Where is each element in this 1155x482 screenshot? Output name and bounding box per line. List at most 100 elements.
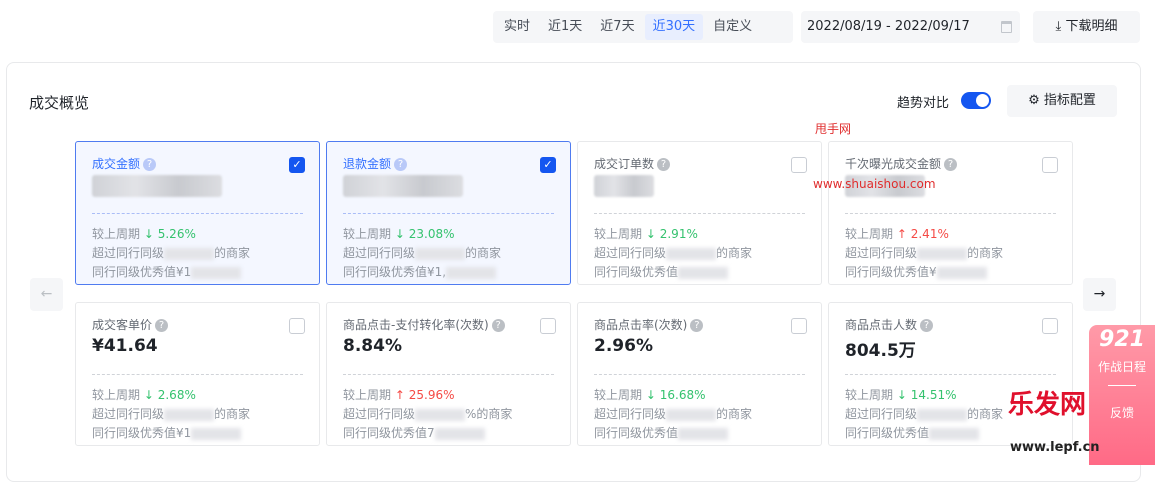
schedule-label: 作战日程 [1097, 360, 1146, 374]
time-range-segmented: 实时 近1天 近7天 近30天 自定义 [493, 11, 793, 43]
blurred-value [678, 266, 729, 279]
change-percent: 14.51% [910, 388, 957, 402]
compare-line: 较上周期 ↓ 23.08% [343, 225, 554, 244]
range-custom[interactable]: 自定义 [713, 19, 753, 34]
metric-name: 商品点击率(次数)? [594, 316, 805, 334]
blurred-value [415, 408, 466, 421]
date-range-value: 2022/08/19 - 2022/09/17 [807, 19, 970, 34]
peer-best-text: 同行同级优秀值¥1 [92, 265, 192, 279]
metric-checkbox[interactable] [289, 318, 305, 334]
arrow-down-icon: ↓ [645, 388, 656, 402]
arrow-left-icon: ← [40, 286, 53, 302]
metric-checkbox[interactable]: ✓ [289, 157, 305, 173]
divider [92, 374, 303, 375]
watermark-url: www.shuaishou.com [813, 177, 936, 191]
schedule-badge: 921 [1099, 327, 1145, 352]
metric-checkbox[interactable] [1042, 157, 1058, 173]
watermark-logo: 乐发网 [1008, 390, 1087, 420]
arrow-up-icon: ↑ [394, 388, 405, 402]
download-button[interactable]: ⤓ 下载明细 [1033, 11, 1140, 43]
metric-checkbox[interactable] [1042, 318, 1058, 334]
blurred-value [191, 266, 242, 279]
help-icon[interactable]: ? [394, 158, 408, 171]
divider [845, 374, 1056, 375]
range-realtime[interactable]: 实时 [504, 19, 531, 34]
trend-compare-toggle[interactable] [961, 92, 991, 109]
next-arrow-button[interactable]: → [1083, 278, 1116, 311]
metric-value [845, 175, 1056, 201]
compare-label: 较上周期 [845, 388, 894, 402]
date-range-picker[interactable]: 2022/08/19 - 2022/09/17 [801, 11, 1020, 43]
metric-value: ¥41.64 [92, 336, 303, 362]
blurred-value [845, 175, 925, 197]
peer-rank-prefix: 超过同行同级 [92, 246, 165, 260]
change-percent: 2.68% [157, 388, 196, 402]
metric-name: 成交订单数? [594, 155, 805, 173]
metric-card[interactable]: 商品点击人数? 804.5万 较上周期 ↓ 14.51% 超过同行同级 的商家 同… [828, 302, 1073, 446]
peer-rank-suffix: %的商家 [465, 407, 513, 421]
metric-card[interactable]: 成交客单价? ¥41.64 较上周期 ↓ 2.68% 超过同行同级 的商家 同行同… [75, 302, 320, 446]
peer-best-text: 同行同级优秀值¥ [845, 265, 937, 279]
metric-checkbox[interactable] [540, 318, 556, 334]
help-icon[interactable]: ? [143, 158, 157, 171]
help-icon[interactable]: ? [690, 319, 704, 332]
peer-rank-suffix: 的商家 [465, 246, 502, 260]
help-icon[interactable]: ? [155, 319, 169, 332]
schedule-widget[interactable]: 921 作战日程 反馈 [1089, 325, 1155, 465]
change-percent: 2.91% [659, 227, 698, 241]
blurred-value [446, 266, 497, 279]
blurred-value [917, 247, 968, 260]
peer-rank-suffix: 的商家 [214, 246, 251, 260]
blurred-value [343, 175, 463, 197]
metric-card[interactable]: 成交金额? ✓ 较上周期 ↓ 5.26% 超过同行同级 的商家 同行同级优秀值¥1 [75, 141, 320, 285]
compare-line: 较上周期 ↑ 2.41% [845, 225, 1056, 244]
peer-rank-line: 超过同行同级 的商家 [845, 405, 1056, 424]
compare-label: 较上周期 [594, 227, 643, 241]
metric-card[interactable]: 成交订单数? 较上周期 ↓ 2.91% 超过同行同级 的商家 同行同级优秀值 [577, 141, 822, 285]
metric-config-button[interactable]: ⚙ 指标配置 [1007, 85, 1117, 117]
blurred-value [666, 408, 717, 421]
compare-line: 较上周期 ↓ 5.26% [92, 225, 303, 244]
help-icon[interactable]: ? [920, 319, 934, 332]
range-7d[interactable]: 近7天 [600, 19, 635, 34]
metric-name-text: 成交客单价 [92, 318, 153, 332]
change-value: ↓ 2.91% [646, 227, 698, 241]
metric-checkbox[interactable]: ✓ [540, 157, 556, 173]
peer-best-line: 同行同级优秀值 [594, 424, 805, 443]
blurred-value [929, 427, 980, 440]
arrow-down-icon: ↓ [143, 227, 154, 241]
peer-best-line: 同行同级优秀值 [845, 424, 1056, 443]
metric-card[interactable]: 退款金额? ✓ 较上周期 ↓ 23.08% 超过同行同级 的商家 同行同级优秀值¥… [326, 141, 571, 285]
change-value: ↑ 2.41% [897, 227, 949, 241]
peer-best-line: 同行同级优秀值 [594, 263, 805, 282]
metric-checkbox[interactable] [791, 157, 807, 173]
metric-card[interactable]: 商品点击率(次数)? 2.96% 较上周期 ↓ 16.68% 超过同行同级 的商家… [577, 302, 822, 446]
watermark-url-2: www.lepf.cn [1010, 440, 1100, 455]
metric-value-text: 2.96% [594, 336, 653, 356]
change-value: ↓ 5.26% [144, 227, 196, 241]
metric-checkbox[interactable] [791, 318, 807, 334]
peer-rank-line: 超过同行同级 的商家 [594, 244, 805, 263]
peer-rank-suffix: 的商家 [967, 407, 1004, 421]
prev-arrow-button[interactable]: ← [30, 278, 63, 311]
blurred-value [191, 427, 242, 440]
help-icon[interactable]: ? [944, 158, 958, 171]
range-30d[interactable]: 近30天 [644, 14, 704, 40]
peer-rank-prefix: 超过同行同级 [845, 246, 918, 260]
blurred-value [936, 266, 987, 279]
peer-rank-suffix: 的商家 [967, 246, 1004, 260]
help-icon[interactable]: ? [491, 319, 505, 332]
compare-label: 较上周期 [343, 227, 392, 241]
help-icon[interactable]: ? [657, 158, 671, 171]
metric-value: 804.5万 [845, 336, 1056, 362]
blurred-value [415, 247, 466, 260]
peer-best-line: 同行同级优秀值¥ [845, 263, 1056, 282]
feedback-label[interactable]: 反馈 [1109, 406, 1134, 420]
metric-card[interactable]: 商品点击-支付转化率(次数)? 8.84% 较上周期 ↑ 25.96% 超过同行… [326, 302, 571, 446]
metric-card[interactable]: 千次曝光成交金额? 较上周期 ↑ 2.41% 超过同行同级 的商家 同行同级优秀值… [828, 141, 1073, 285]
arrow-down-icon: ↓ [143, 388, 154, 402]
compare-label: 较上周期 [594, 388, 643, 402]
arrow-down-icon: ↓ [896, 388, 907, 402]
range-1d[interactable]: 近1天 [548, 19, 583, 34]
metric-name-text: 商品点击率(次数) [594, 318, 688, 332]
